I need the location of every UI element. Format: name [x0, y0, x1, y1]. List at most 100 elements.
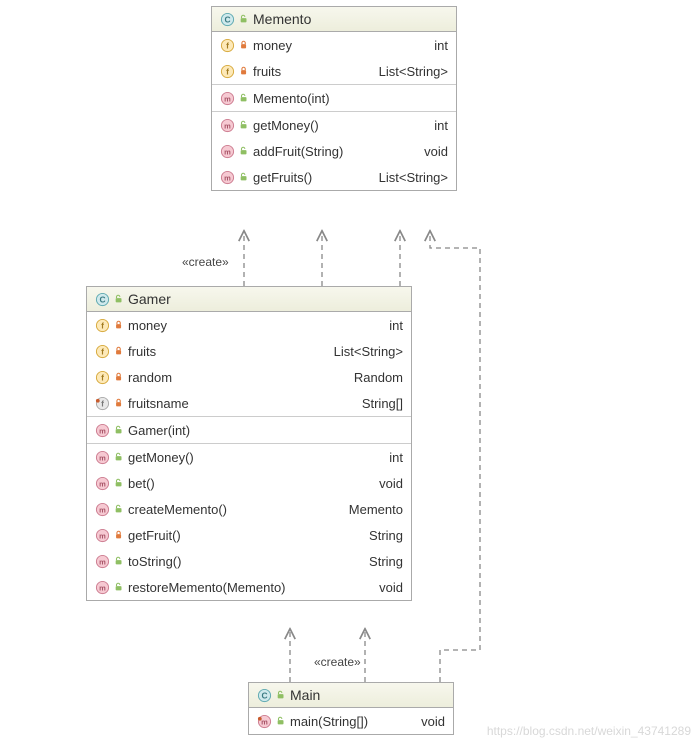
uml-field-row: f fruits List<String> — [87, 338, 411, 364]
visibility-private-icon — [239, 66, 249, 76]
visibility-package-icon — [239, 93, 249, 103]
visibility-package-icon — [239, 14, 249, 24]
method-icon: m — [95, 528, 110, 543]
svg-text:f: f — [101, 320, 104, 330]
svg-text:m: m — [224, 94, 231, 103]
method-icon: m — [95, 502, 110, 517]
sfield-icon: f — [95, 396, 110, 411]
member-type: String — [369, 528, 403, 543]
class-icon: C — [95, 292, 110, 307]
smethod-icon: m — [257, 714, 272, 729]
svg-text:m: m — [224, 121, 231, 130]
member-type: void — [424, 144, 448, 159]
visibility-private-icon — [114, 320, 124, 330]
member-name: fruitsname — [128, 396, 189, 411]
member-type: List<String> — [379, 64, 448, 79]
uml-field-row: f money int — [87, 312, 411, 338]
member-type: Memento — [349, 502, 403, 517]
visibility-package-icon — [114, 452, 124, 462]
constructors-section: m Gamer(int) — [87, 417, 411, 444]
member-type: String — [369, 554, 403, 569]
class-name: Main — [290, 687, 320, 703]
member-type: int — [389, 318, 403, 333]
member-name: createMemento() — [128, 502, 227, 517]
uml-method-row: m createMemento() Memento — [87, 496, 411, 522]
method-icon: m — [95, 450, 110, 465]
visibility-package-icon — [114, 504, 124, 514]
visibility-private-icon — [114, 398, 124, 408]
svg-text:m: m — [261, 717, 268, 726]
svg-text:m: m — [99, 453, 106, 462]
uml-method-row: m getMoney() int — [87, 444, 411, 470]
uml-method-row: m toString() String — [87, 548, 411, 574]
method-icon: m — [95, 580, 110, 595]
class-header: C Memento — [212, 7, 456, 32]
member-type: Random — [354, 370, 403, 385]
svg-text:m: m — [99, 531, 106, 540]
uml-method-row: m main(String[]) void — [249, 708, 453, 734]
fields-section: f money int f fruits List<String> — [212, 32, 456, 85]
class-header: C Gamer — [87, 287, 411, 312]
svg-text:C: C — [99, 294, 105, 304]
member-name: money — [128, 318, 167, 333]
visibility-package-icon — [239, 120, 249, 130]
visibility-package-icon — [276, 716, 286, 726]
watermark-text: https://blog.csdn.net/weixin_43741289 — [487, 724, 691, 738]
visibility-package-icon — [276, 690, 286, 700]
member-name: money — [253, 38, 292, 53]
svg-text:m: m — [224, 173, 231, 182]
member-name: Memento(int) — [253, 91, 330, 106]
member-type: int — [434, 38, 448, 53]
svg-text:m: m — [99, 505, 106, 514]
uml-field-row: f money int — [212, 32, 456, 58]
visibility-private-icon — [114, 372, 124, 382]
method-icon: m — [95, 423, 110, 438]
uml-method-row: m restoreMemento(Memento) void — [87, 574, 411, 600]
method-icon: m — [95, 554, 110, 569]
svg-text:f: f — [226, 40, 229, 50]
field-icon: f — [95, 318, 110, 333]
field-icon: f — [220, 38, 235, 53]
uml-field-row: f fruits List<String> — [212, 58, 456, 84]
member-type: int — [389, 450, 403, 465]
uml-method-row: m getFruits() List<String> — [212, 164, 456, 190]
member-type: List<String> — [334, 344, 403, 359]
method-icon: m — [95, 476, 110, 491]
uml-method-row: m getFruit() String — [87, 522, 411, 548]
member-name: getMoney() — [253, 118, 319, 133]
uml-constructor-row: m Memento(int) — [212, 85, 456, 111]
visibility-package-icon — [114, 425, 124, 435]
svg-text:f: f — [101, 346, 104, 356]
constructors-section: m Memento(int) — [212, 85, 456, 112]
uml-method-row: m addFruit(String) void — [212, 138, 456, 164]
member-name: bet() — [128, 476, 155, 491]
arrow-label: «create» — [312, 655, 363, 669]
class-box-gamer: C Gamer f money int f fruits List<String… — [86, 286, 412, 601]
member-name: fruits — [253, 64, 281, 79]
method-icon: m — [220, 170, 235, 185]
member-type: String[] — [362, 396, 403, 411]
methods-section: m getMoney() int m addFruit(String) void… — [212, 112, 456, 190]
svg-text:m: m — [224, 147, 231, 156]
member-type: void — [379, 476, 403, 491]
member-name: Gamer(int) — [128, 423, 190, 438]
field-icon: f — [220, 64, 235, 79]
member-name: getMoney() — [128, 450, 194, 465]
class-icon: C — [220, 12, 235, 27]
uml-method-row: m bet() void — [87, 470, 411, 496]
member-name: random — [128, 370, 172, 385]
visibility-package-icon — [114, 478, 124, 488]
uml-method-row: m getMoney() int — [212, 112, 456, 138]
visibility-private-icon — [239, 40, 249, 50]
svg-text:f: f — [226, 66, 229, 76]
member-name: main(String[]) — [290, 714, 368, 729]
member-type: int — [434, 118, 448, 133]
field-icon: f — [95, 344, 110, 359]
member-name: getFruits() — [253, 170, 312, 185]
methods-section: m main(String[]) void — [249, 708, 453, 734]
visibility-private-icon — [114, 346, 124, 356]
uml-field-row: f fruitsname String[] — [87, 390, 411, 416]
svg-text:m: m — [99, 557, 106, 566]
visibility-package-icon — [239, 146, 249, 156]
svg-text:C: C — [261, 690, 267, 700]
